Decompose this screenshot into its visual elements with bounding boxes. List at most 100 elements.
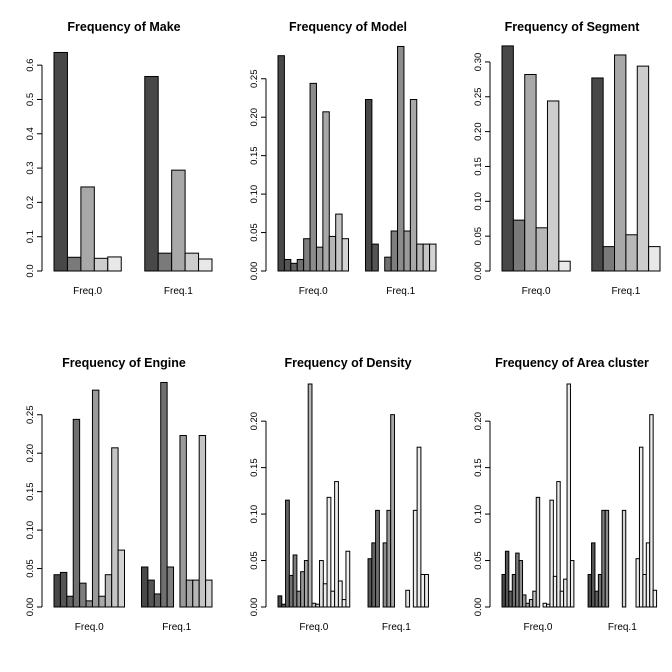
bar [501, 45, 514, 272]
bar [59, 571, 68, 608]
bar [371, 542, 377, 608]
bar [563, 578, 568, 608]
bar [144, 75, 159, 272]
bar [179, 435, 187, 608]
x-category-label: Freq.0 [299, 286, 328, 297]
x-category-label: Freq.1 [164, 286, 193, 297]
y-tick-label: 0.10 [249, 185, 260, 204]
bar [420, 573, 426, 608]
bar [285, 499, 290, 608]
chart-panel-2: Frequency of Model 0.00 0.05 0.10 0.15 0.20 0.… [249, 20, 437, 297]
bar [621, 509, 627, 608]
bar [315, 246, 324, 272]
bar [290, 262, 298, 272]
chart-title: Frequency of Make [67, 20, 180, 34]
chart-title: Frequency of Model [289, 20, 407, 34]
bar [522, 594, 527, 608]
bar [604, 509, 610, 608]
y-tick-label: 0.10 [473, 505, 484, 524]
bar [515, 552, 520, 608]
bar [532, 590, 537, 608]
y-tick-label: 0.00 [473, 598, 484, 617]
bar [602, 246, 616, 272]
bar [384, 256, 392, 272]
bar [341, 599, 347, 608]
chart-panel-6: Frequency of Area cluster 0.00 0.05 0.10 0.1… [473, 356, 658, 633]
y-tick-label: 0.25 [249, 70, 260, 89]
bar [642, 573, 647, 608]
y-tick-label: 0.2 [25, 196, 36, 209]
bar [104, 574, 113, 608]
bar [300, 571, 305, 608]
bar [594, 590, 599, 608]
bar [422, 243, 431, 272]
bar [322, 111, 330, 272]
bar [79, 582, 87, 608]
y-tick-label: 0.00 [249, 598, 260, 617]
chart-title: Frequency of Engine [62, 356, 186, 370]
y-tick-label: 0.15 [249, 146, 260, 165]
x-category-label: Freq.1 [608, 622, 637, 633]
x-category-label: Freq.1 [382, 622, 411, 633]
y-tick-label: 0.20 [249, 108, 260, 127]
bar [205, 579, 213, 608]
bar [511, 573, 517, 608]
bar [335, 213, 343, 272]
y-tick-label: 0.10 [25, 521, 36, 540]
y-tick-label: 0.05 [249, 223, 260, 242]
bar [328, 235, 337, 272]
bar [117, 549, 126, 608]
bar [319, 560, 324, 608]
x-category-label: Freq.1 [386, 286, 415, 297]
bar [652, 589, 658, 608]
bar [518, 560, 524, 608]
bar [160, 381, 168, 608]
bar [382, 542, 388, 608]
bar [171, 169, 186, 272]
bar [198, 435, 207, 608]
bar [569, 560, 575, 608]
bar [303, 238, 311, 272]
y-tick-label: 0.00 [25, 598, 36, 617]
bar [364, 99, 373, 272]
y-tick-label: 0.20 [25, 444, 36, 463]
bar [66, 595, 74, 608]
y-tick-label: 0.20 [249, 412, 260, 431]
y-tick-label: 0.25 [473, 88, 484, 107]
bar [184, 252, 200, 272]
y-tick-label: 0.15 [25, 482, 36, 501]
bar [72, 418, 81, 608]
bar [157, 252, 173, 272]
bar [649, 414, 654, 608]
bar [591, 77, 604, 272]
chart-panel-5: Frequency of Density 0.00 0.05 0.10 0.15 0.20… [249, 356, 429, 633]
bar [429, 243, 437, 272]
bar [326, 496, 332, 608]
bar [412, 509, 418, 608]
bar [85, 600, 93, 608]
y-tick-label: 0.00 [473, 262, 484, 281]
bar [288, 574, 294, 608]
bar [625, 234, 638, 272]
x-category-label: Freq.0 [73, 286, 102, 297]
y-tick-label: 0.10 [473, 192, 484, 211]
bar [341, 238, 350, 272]
bar [587, 573, 593, 608]
bar [416, 446, 422, 608]
bar [542, 602, 548, 608]
bar [546, 603, 551, 608]
bar [367, 558, 373, 608]
x-category-label: Freq.0 [75, 622, 104, 633]
y-tick-label: 0.0 [25, 264, 36, 277]
bar [322, 583, 328, 608]
bar [556, 481, 561, 608]
bar [591, 542, 596, 608]
bar [309, 82, 317, 272]
bar [277, 595, 283, 608]
bar [552, 575, 558, 608]
bar [508, 590, 513, 608]
y-tick-label: 0.00 [249, 262, 260, 281]
bar [111, 447, 119, 608]
y-tick-label: 0.1 [25, 230, 36, 243]
